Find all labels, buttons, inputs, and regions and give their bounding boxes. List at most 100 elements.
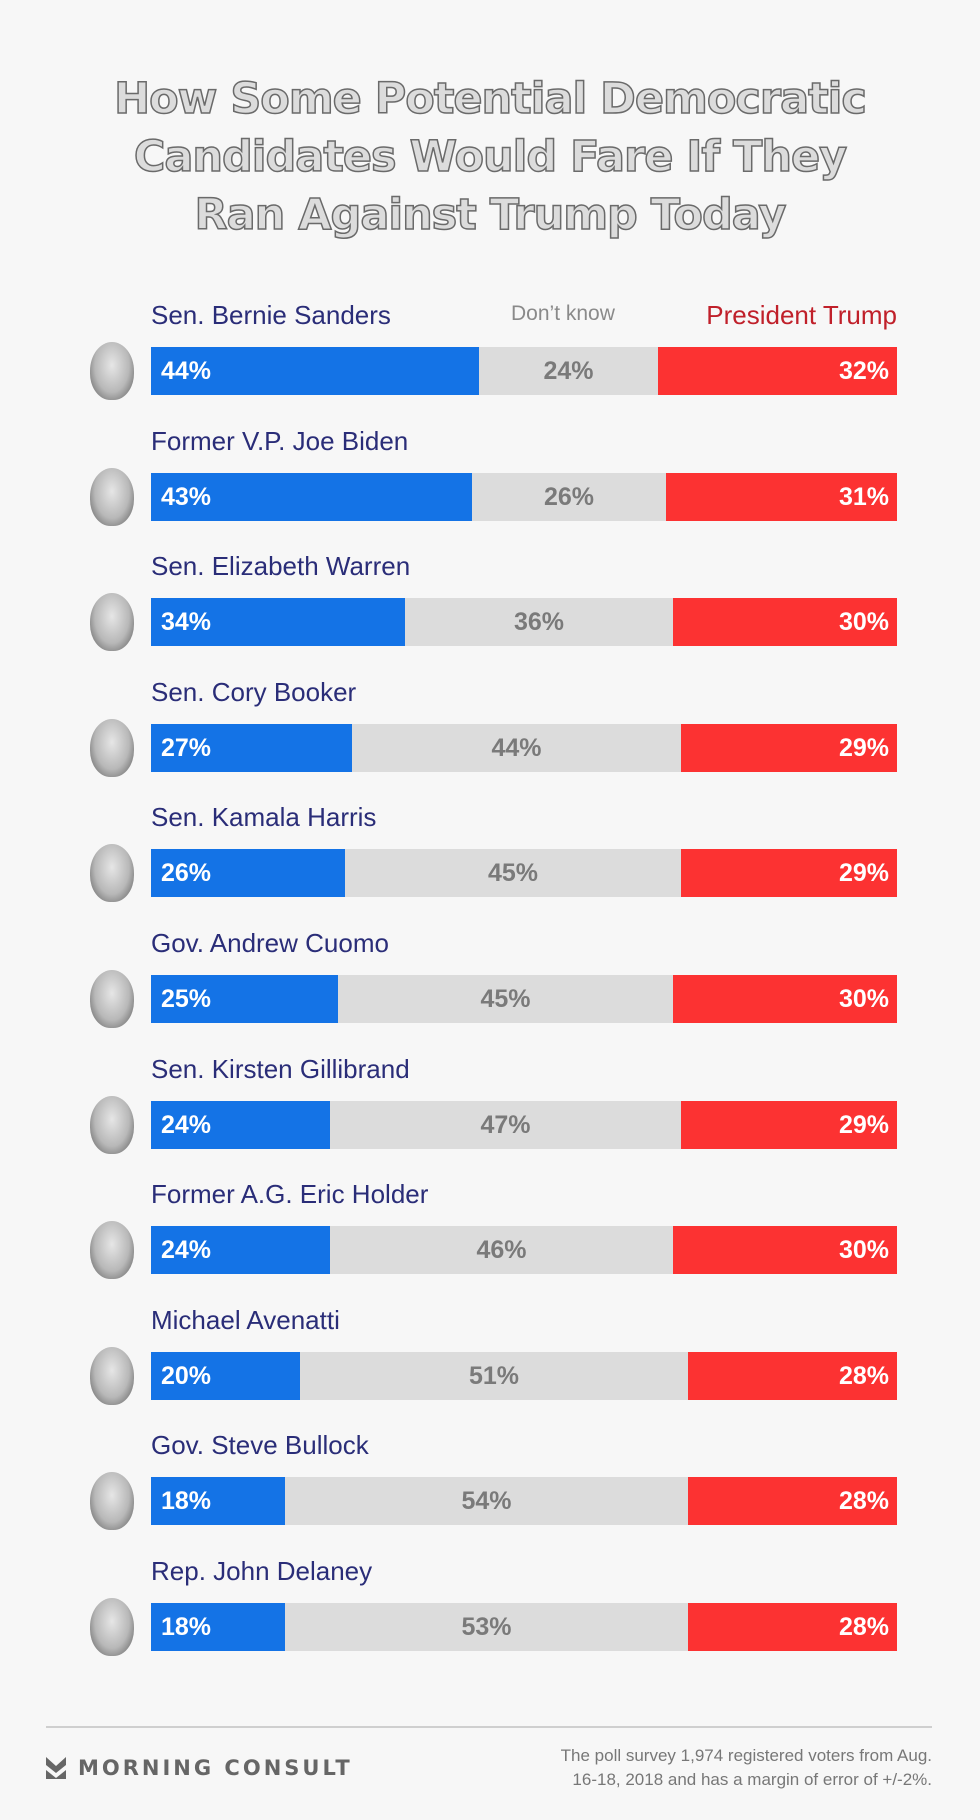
candidate-row: Sen. Cory Booker 27% 44% 29% [0,677,980,787]
bar-trump: 30% [673,598,897,647]
data-label-democrat: 34% [161,608,212,637]
bar-trump: 29% [681,849,897,898]
data-label-democrat: 24% [161,1236,212,1265]
bar-democrat: 27% [151,723,352,772]
bar-democrat: 34% [151,598,405,647]
bar-trump: 30% [673,1226,897,1275]
bar-trump: 30% [673,975,897,1023]
bar-dont-know: 51% [300,1351,688,1400]
data-label-trump: 29% [838,733,889,762]
bar-democrat: 43% [151,472,472,521]
candidate-photo [90,970,134,1028]
bar-democrat: 25% [151,975,338,1023]
title-line: How Some Potential Democratic [113,73,867,125]
candidate-name: Sen. Elizabeth Warren [151,551,411,582]
candidate-name: Michael Avenatti [151,1304,340,1335]
bar-democrat: 18% [151,1477,285,1526]
bar-trump: 28% [688,1477,897,1526]
footer-divider [46,1726,932,1728]
brand-name: MORNING CONSULT [78,1756,353,1780]
candidate-row: Sen. Kamala Harris 26% 45% 29% [0,802,980,912]
data-label-trump: 30% [838,1236,889,1265]
data-label-trump: 28% [838,1361,889,1390]
data-label-trump: 30% [838,608,889,637]
candidate-row: Sen. Elizabeth Warren 34% 36% 30% [0,551,980,661]
bar-democrat: 24% [151,1226,330,1275]
candidate-name: Sen. Cory Booker [151,676,357,707]
data-label-dont-know: 24% [543,357,594,385]
data-label-democrat: 26% [161,859,212,888]
data-label-trump: 28% [838,1487,889,1516]
candidate-photo [90,844,134,903]
candidate-name: Sen. Kamala Harris [151,802,377,833]
bar-democrat: 20% [151,1351,300,1400]
data-label-dont-know: 44% [491,733,542,762]
bar-trump: 28% [688,1351,897,1400]
bar-democrat: 24% [151,1100,330,1149]
candidate-photo [90,342,134,400]
bar-democrat: 18% [151,1603,285,1651]
data-label-democrat: 27% [161,733,212,762]
data-label-trump: 30% [838,985,889,1013]
data-label-democrat: 43% [161,482,212,511]
candidate-row: Gov. Steve Bullock 18% 54% 28% [0,1430,980,1540]
title-line: Candidates Would Fare If They [133,131,848,183]
bar-dont-know: 26% [472,472,666,521]
candidate-name: Gov. Andrew Cuomo [151,928,389,958]
candidate-photo [90,1095,134,1154]
candidate-photo [90,718,134,777]
stacked-bar: 27% 44% 29% [151,723,897,772]
data-label-trump: 29% [838,859,889,888]
title-line: Ran Against Trump Today [194,189,787,241]
data-label-dont-know: 36% [513,608,565,637]
data-label-dont-know: 45% [487,859,539,888]
candidate-name: Sen. Bernie Sanders [151,300,391,330]
bar-trump: 29% [681,1100,897,1149]
candidate-name: Gov. Steve Bullock [151,1430,369,1461]
candidate-photo [90,1598,134,1656]
data-label-trump: 29% [838,1110,889,1139]
candidate-photo [90,1346,134,1405]
candidate-row: Michael Avenatti 20% 51% 28% [0,1305,980,1415]
stacked-bar: 18% 53% 28% [151,1603,897,1651]
data-label-democrat: 44% [161,357,212,385]
stacked-bar: 44% 24% 32% [151,347,897,395]
data-label-dont-know: 53% [461,1613,512,1641]
footnote-line: The poll survey 1,974 registered voters … [560,1746,932,1765]
data-label-dont-know: 46% [476,1236,527,1265]
bar-dont-know: 44% [352,723,681,772]
data-label-trump: 28% [838,1613,889,1641]
stacked-bar: 24% 47% 29% [151,1100,897,1149]
bar-trump: 31% [666,472,897,521]
data-label-dont-know: 51% [468,1361,520,1390]
stacked-bar: 26% 45% 29% [151,849,897,898]
candidate-photo [90,467,134,526]
data-label-democrat: 25% [161,985,212,1013]
bar-democrat: 44% [151,347,479,395]
bar-dont-know: 36% [405,598,673,647]
stacked-bar: 20% 51% 28% [151,1351,897,1400]
candidate-row: Former V.P. Joe Biden 43% 26% 31% [0,426,980,536]
legend-president-trump: President Trump [706,300,897,330]
candidate-row: Sen. Kirsten Gillibrand 24% 47% 29% [0,1054,980,1164]
data-label-democrat: 20% [161,1361,212,1390]
bar-dont-know: 45% [345,849,681,898]
footnote-line: 16-18, 2018 and has a margin of error of… [572,1770,932,1789]
stacked-bar: 43% 26% 31% [151,472,897,521]
data-label-trump: 32% [838,357,889,385]
data-label-dont-know: 54% [461,1487,512,1516]
stacked-bar: 24% 46% 30% [151,1226,897,1275]
bar-dont-know: 46% [330,1226,673,1275]
bar-trump: 32% [658,347,897,395]
candidate-row: Sen. Bernie Sanders Don’t know President … [0,300,980,410]
data-label-democrat: 24% [161,1110,212,1139]
data-label-democrat: 18% [161,1487,212,1516]
bar-trump: 29% [681,723,897,772]
data-label-democrat: 18% [161,1613,212,1641]
bar-trump: 28% [688,1603,897,1651]
stacked-bar: 34% 36% 30% [151,598,897,647]
bar-dont-know: 47% [330,1100,681,1149]
candidate-photo [90,1472,134,1531]
data-label-dont-know: 47% [480,1110,531,1139]
bar-dont-know: 24% [479,347,658,395]
